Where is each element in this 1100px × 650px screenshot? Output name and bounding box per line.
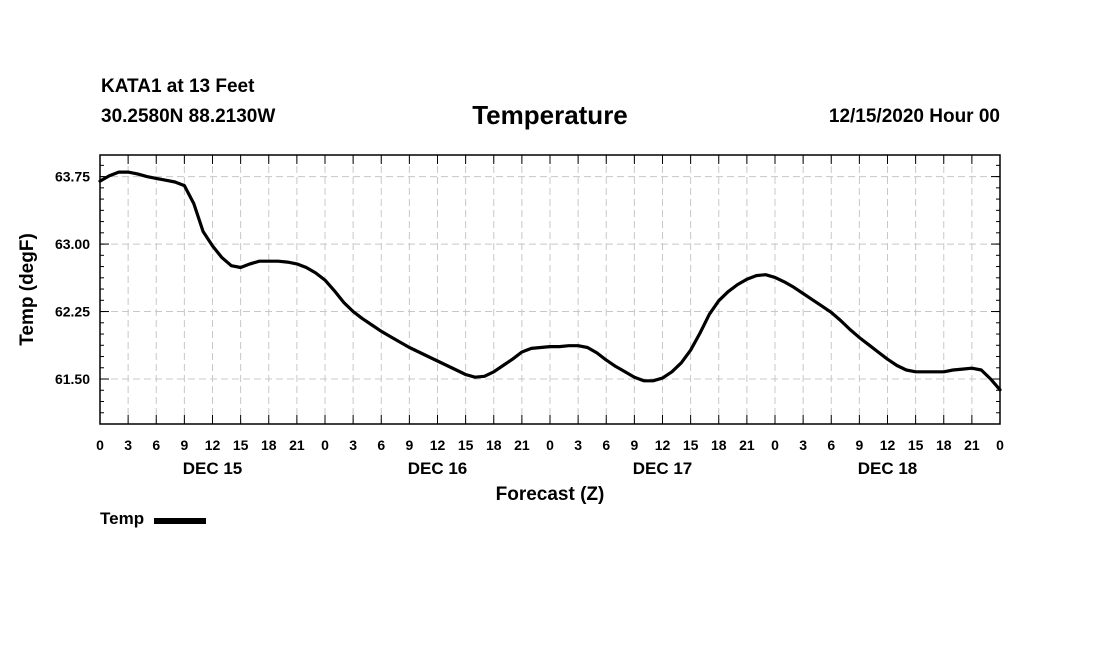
- x-tick-label: 12: [205, 437, 221, 453]
- chart-title: Temperature: [472, 100, 628, 130]
- x-tick-label: 9: [180, 437, 188, 453]
- x-tick-label: 18: [936, 437, 952, 453]
- x-axis-title: Forecast (Z): [496, 484, 605, 505]
- legend-label: Temp: [100, 509, 145, 528]
- legend-swatch: [154, 517, 207, 524]
- x-tick-label: 0: [771, 437, 779, 453]
- x-tick-label: 0: [96, 437, 104, 453]
- x-tick-label: 21: [289, 437, 305, 453]
- y-axis-title: Temp (degF): [17, 233, 38, 346]
- x-tick-label: 3: [124, 437, 132, 453]
- x-tick-label: 18: [486, 437, 502, 453]
- x-tick-label: 0: [546, 437, 554, 453]
- x-tick-label: 12: [880, 437, 896, 453]
- day-label: DEC 16: [408, 459, 468, 478]
- x-tick-label: 9: [630, 437, 638, 453]
- day-label: DEC 15: [183, 459, 243, 478]
- x-tick-label: 6: [377, 437, 385, 453]
- x-tick-label: 18: [261, 437, 277, 453]
- x-tick-label: 6: [152, 437, 160, 453]
- station-label: KATA1 at 13 Feet: [101, 76, 255, 97]
- x-tick-label: 6: [602, 437, 610, 453]
- x-tick-label: 15: [458, 437, 474, 453]
- x-tick-label: 9: [855, 437, 863, 453]
- x-tick-label: 3: [799, 437, 807, 453]
- y-tick-label: 63.00: [55, 236, 90, 252]
- x-tick-label: 9: [405, 437, 413, 453]
- x-tick-label: 15: [683, 437, 699, 453]
- plot-frame: [99, 154, 1001, 425]
- y-tick-label: 61.50: [55, 371, 90, 387]
- x-tick-label: 12: [430, 437, 446, 453]
- x-tick-label: 6: [827, 437, 835, 453]
- x-tick-label: 0: [996, 437, 1004, 453]
- x-tick-label: 18: [711, 437, 727, 453]
- x-tick-label: 15: [233, 437, 249, 453]
- x-tick-label: 21: [514, 437, 530, 453]
- x-tick-label: 15: [908, 437, 924, 453]
- day-label: DEC 17: [633, 459, 693, 478]
- day-label: DEC 18: [858, 459, 918, 478]
- y-tick-label: 62.25: [55, 304, 90, 320]
- x-tick-label: 0: [321, 437, 329, 453]
- x-tick-label: 3: [574, 437, 582, 453]
- series-line-temp: [98, 170, 1002, 392]
- x-tick-label: 21: [739, 437, 755, 453]
- run-time-label: 12/15/2020 Hour 00: [828, 106, 1000, 127]
- station-coordinates: 30.2580N 88.2130W: [101, 106, 276, 127]
- x-tick-label: 21: [964, 437, 980, 453]
- x-tick-label: 3: [349, 437, 357, 453]
- legend: Temp: [100, 509, 207, 529]
- x-tick-label: 12: [655, 437, 671, 453]
- y-tick-label: 63.75: [55, 169, 90, 185]
